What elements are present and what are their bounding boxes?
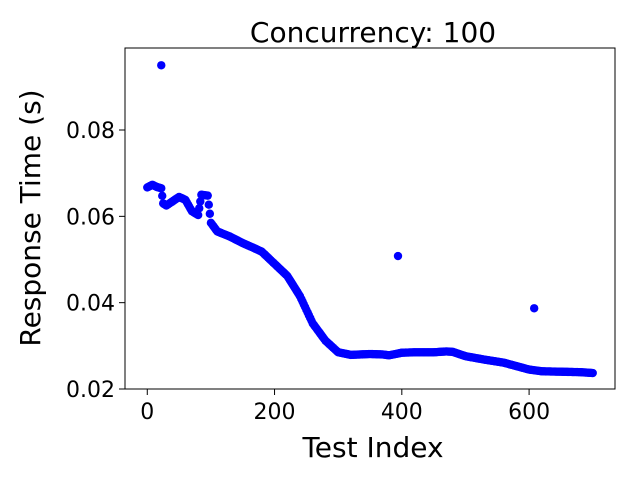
data-point [196, 197, 205, 206]
y-tick-label: 0.06 [66, 205, 115, 230]
y-axis: 0.02 0.04 0.06 0.08 [66, 119, 125, 403]
y-tick-label: 0.08 [66, 119, 115, 144]
data-point [157, 184, 166, 193]
x-tick-label: 0 [140, 400, 154, 425]
data-point [393, 251, 403, 261]
data-point [195, 204, 204, 213]
data-point [193, 210, 203, 220]
x-tick-label: 600 [508, 400, 550, 425]
plot-area-frame [124, 47, 616, 390]
chart-title: Concurrency: 100 [250, 16, 496, 49]
data-point [588, 368, 597, 378]
data-point [203, 191, 212, 200]
y-axis-label: Response Time (s) [14, 89, 47, 346]
y-tick-label: 0.02 [66, 378, 115, 403]
x-axis-label: Test Index [301, 431, 443, 464]
data-point [529, 304, 539, 313]
data-points [143, 61, 597, 378]
x-tick-label: 200 [254, 400, 296, 425]
data-point [158, 191, 167, 201]
data-point [204, 200, 213, 209]
y-tick-label: 0.04 [66, 292, 115, 317]
data-point [205, 209, 215, 218]
x-axis: 0 200 400 600 [140, 389, 550, 425]
x-tick-label: 400 [381, 400, 423, 425]
data-point [157, 61, 166, 70]
